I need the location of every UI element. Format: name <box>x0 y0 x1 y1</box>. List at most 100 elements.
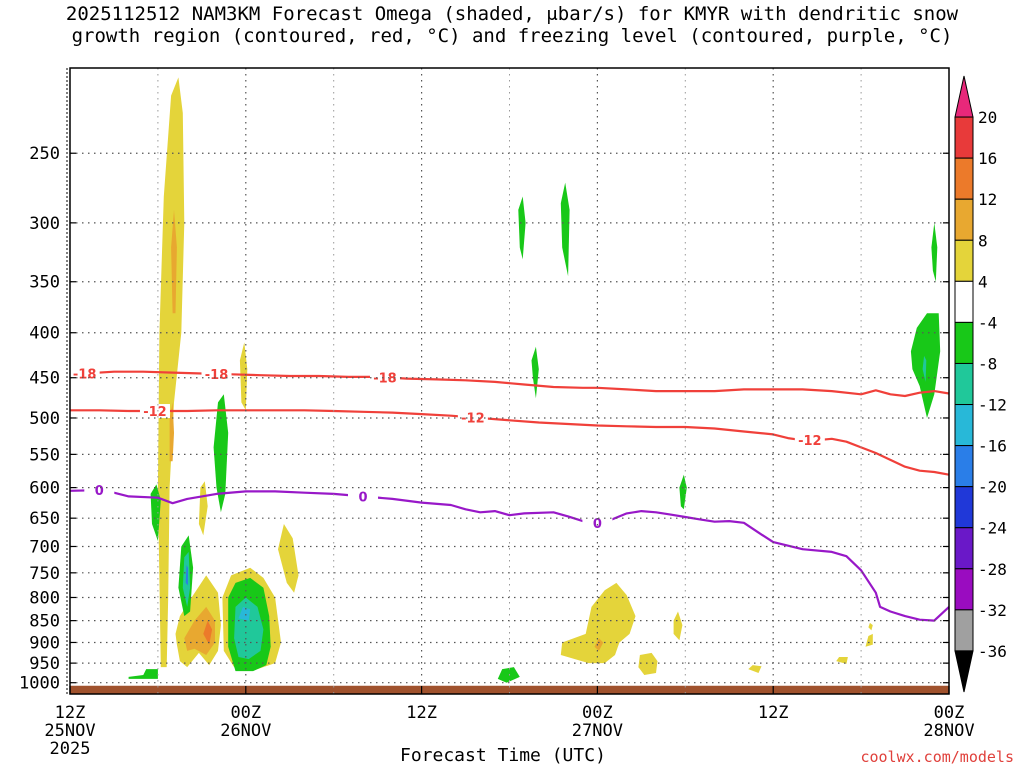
colorbar-swatch-1 <box>954 116 974 159</box>
colorbar-swatch-4 <box>954 239 974 282</box>
colorbar-level-label: -20 <box>978 478 1007 497</box>
colorbar-swatch-12 <box>954 568 974 611</box>
omega-shade-1 <box>171 209 177 314</box>
x-tick-year-label: 2025 <box>50 739 91 759</box>
omega-shade-29 <box>638 652 658 675</box>
y-tick-label: 250 <box>29 144 60 164</box>
omega-shade-7 <box>203 620 213 645</box>
colorbar-level-label: -36 <box>978 642 1007 661</box>
x-tick-date-label: 25NOV <box>44 721 95 741</box>
y-tick-label: 750 <box>29 564 60 584</box>
omega-shade-12 <box>238 606 251 621</box>
y-tick-label: 600 <box>29 479 60 499</box>
omega-shade-26 <box>922 355 927 382</box>
colorbar-level-label: -8 <box>978 354 997 373</box>
contour-label-bg <box>139 404 170 419</box>
x-tick-date-label: 26NOV <box>220 721 271 741</box>
contour-label-bg <box>582 515 613 530</box>
contour-label: 0 <box>95 484 104 499</box>
y-tick-label: 1000 <box>19 674 60 694</box>
colorbar-swatch-13 <box>954 609 974 652</box>
colorbar: 20 16 12 8 4 -4 -8 -12 -16 -20 -24 -28 -32 -36 <box>954 75 1007 693</box>
colorbar-top-triangle <box>954 75 974 118</box>
y-tick-label: 300 <box>29 214 60 234</box>
contour-label-bg <box>794 433 825 448</box>
colorbar-level-label: -12 <box>978 396 1007 415</box>
colorbar-swatch-7 <box>954 362 974 406</box>
colorbar-level-label: -16 <box>978 437 1007 456</box>
omega-shade-32 <box>836 657 848 664</box>
colorbar-swatch-3 <box>954 198 974 241</box>
colorbar-bottom-triangle <box>954 650 974 693</box>
colorbar-level-label: -28 <box>978 560 1007 579</box>
omega-shade-30 <box>673 611 683 641</box>
contour-label: -18 <box>73 367 97 382</box>
colorbar-level-label: 4 <box>978 272 988 291</box>
y-tick-label: 700 <box>29 537 60 557</box>
contour-label-bg <box>348 489 378 504</box>
y-tick-label: 500 <box>29 409 60 429</box>
x-tick-date-label: 27NOV <box>572 721 623 741</box>
omega-shade-28 <box>594 638 604 651</box>
y-tick-label: 350 <box>29 273 60 293</box>
colorbar-level-label: 16 <box>978 149 997 168</box>
site-credit: coolwx.com/models <box>860 748 1014 766</box>
colorbar-swatch-9 <box>954 445 974 488</box>
colorbar-swatch-10 <box>954 486 974 529</box>
contour-label-bg <box>369 370 400 385</box>
contour-label: -18 <box>205 368 229 383</box>
axes: 2503003504004505005506006507007508008509… <box>19 67 975 759</box>
colorbar-level-label: -32 <box>978 601 1007 620</box>
omega-shade-24 <box>931 222 938 282</box>
omega-shade-20 <box>518 196 526 260</box>
y-tick-label: 400 <box>29 324 60 344</box>
y-tick-label: 650 <box>29 509 60 529</box>
x-tick-label: 12Z <box>406 703 437 723</box>
omega-shade-34 <box>868 622 873 631</box>
colorbar-swatch-8 <box>954 404 974 447</box>
colorbar-swatch-5 <box>954 280 974 323</box>
y-tick-label: 550 <box>29 445 60 465</box>
colorbar-level-label: 12 <box>978 190 997 209</box>
colorbar-swatch-6 <box>954 321 974 364</box>
y-tick-label: 950 <box>29 654 60 674</box>
omega-shade-2 <box>169 402 174 462</box>
x-tick-label: 12Z <box>758 703 789 723</box>
x-tick-label: 00Z <box>934 703 965 723</box>
contour-label-bg <box>84 483 115 498</box>
surface-terrain <box>70 685 949 694</box>
omega-shade-17 <box>185 565 188 586</box>
colorbar-level-label: -4 <box>978 313 997 332</box>
x-tick-label: 00Z <box>582 703 613 723</box>
x-tick-label: 00Z <box>230 703 261 723</box>
omega-shade-33 <box>865 633 873 647</box>
colorbar-level-label: 8 <box>978 231 988 250</box>
chart-title-line-2: growth region (contoured, red, °C) and f… <box>71 25 953 47</box>
omega-shade-13 <box>213 394 229 513</box>
omega-shade-31 <box>748 665 762 673</box>
colorbar-swatch-2 <box>954 157 974 200</box>
contour-label: -18 <box>373 371 397 386</box>
x-tick-date-label: 28NOV <box>923 721 974 741</box>
plot-frame <box>69 67 950 695</box>
y-tick-label: 800 <box>29 588 60 608</box>
colorbar-level-label: 20 <box>978 108 997 127</box>
omega-shade-21 <box>560 182 570 277</box>
colorbar-level-label: -24 <box>978 519 1007 538</box>
contour-label: -12 <box>798 434 822 449</box>
x-tick-label: 12Z <box>55 703 86 723</box>
contour-label: 0 <box>358 490 367 505</box>
x-axis-title: Forecast Time (UTC) <box>400 745 606 766</box>
colorbar-swatch-11 <box>954 527 974 570</box>
omega-shade-19 <box>497 667 520 683</box>
omega-shade-18 <box>128 669 158 679</box>
contour-label-bg <box>69 366 100 381</box>
omega-shade-9 <box>278 524 299 593</box>
contour-label: -12 <box>143 405 167 420</box>
y-tick-label: 900 <box>29 633 60 653</box>
y-tick-label: 850 <box>29 612 60 632</box>
y-tick-label: 450 <box>29 369 60 389</box>
chart-title-line-1: 2025112512 NAM3KM Forecast Omega (shaded… <box>65 3 959 25</box>
omega-shade-6 <box>184 606 215 655</box>
